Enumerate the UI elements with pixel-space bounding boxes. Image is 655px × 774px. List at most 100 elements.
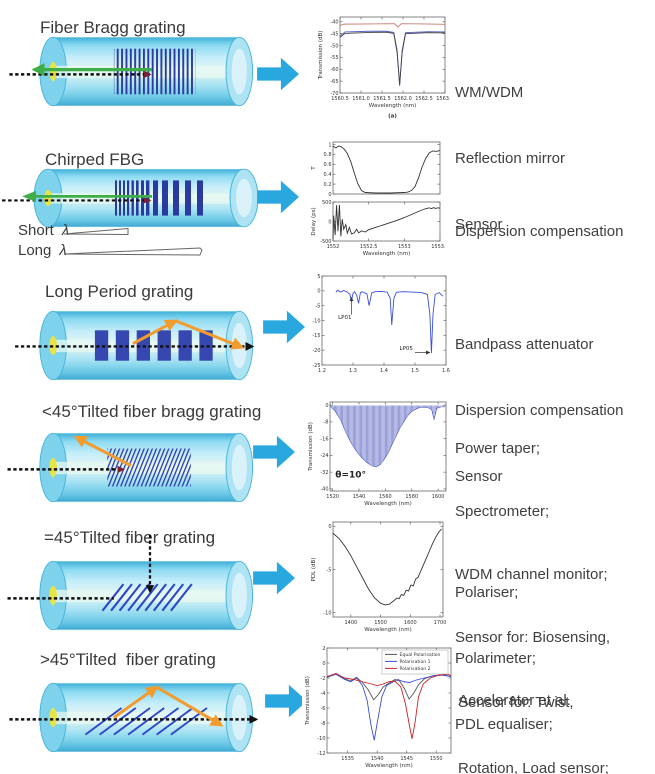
use-line: Reflection mirror bbox=[455, 150, 566, 167]
svg-text:1552: 1552 bbox=[327, 244, 340, 250]
svg-text:Wavelength (nm): Wavelength (nm) bbox=[365, 763, 413, 769]
svg-text:1: 1 bbox=[328, 142, 331, 148]
svg-text:-5: -5 bbox=[316, 303, 321, 309]
svg-text:LP01: LP01 bbox=[338, 315, 351, 321]
svg-text:-16: -16 bbox=[320, 436, 328, 442]
row-tfg-45: =45°Tilted fiber grating 1400 1500 1600 170… bbox=[0, 512, 655, 733]
svg-text:0: 0 bbox=[317, 289, 320, 295]
cladding-mode-arrow-icon bbox=[175, 319, 245, 350]
svg-text:-10: -10 bbox=[317, 736, 325, 742]
row-title-fbg: Fiber Bragg grating bbox=[40, 18, 186, 37]
svg-text:1552.5: 1552.5 bbox=[360, 244, 378, 250]
svg-text:-55: -55 bbox=[330, 55, 338, 61]
svg-text:-5: -5 bbox=[327, 567, 332, 573]
svg-text:LP05: LP05 bbox=[400, 346, 414, 352]
use-line: Polarimeter; bbox=[455, 650, 536, 667]
svg-text:500: 500 bbox=[322, 200, 332, 206]
svg-text:-10: -10 bbox=[312, 318, 320, 324]
fbg-applications: WM/WDM Reflection mirror Sensor bbox=[455, 38, 565, 280]
svg-text:0: 0 bbox=[322, 661, 325, 667]
svg-text:-8: -8 bbox=[321, 721, 326, 727]
flow-arrow-icon bbox=[257, 57, 299, 91]
tfg-45-diagram bbox=[7, 534, 254, 631]
svg-text:-65: -65 bbox=[330, 79, 338, 85]
flow-arrow-icon bbox=[257, 180, 299, 214]
row-lpg: Long Period grating 1.2 1.3 1.4 1.5 1.6 5 0 -5 -… bbox=[0, 258, 655, 485]
bragg-grating-pattern bbox=[113, 48, 196, 95]
svg-text:-4: -4 bbox=[321, 691, 326, 697]
flow-arrow-icon bbox=[253, 561, 295, 595]
svg-text:1400: 1400 bbox=[344, 620, 357, 626]
svg-text:0: 0 bbox=[328, 192, 331, 198]
svg-text:1.5: 1.5 bbox=[411, 368, 419, 374]
row-title-tfg-45: =45°Tilted fiber grating bbox=[44, 528, 216, 547]
row-chirped-fbg: Chirped FBG Short λ Long λ 0 0.2 0.4 0.6 0.8 1 T bbox=[0, 130, 655, 259]
svg-text:1561.0: 1561.0 bbox=[352, 96, 370, 102]
svg-text:1.3: 1.3 bbox=[349, 368, 357, 374]
svg-text:1580: 1580 bbox=[405, 494, 418, 500]
chirped-delay-plot: 1552 1552.5 1553 1553.5 500 0 -500 Wavelength (… bbox=[308, 198, 449, 258]
svg-text:0: 0 bbox=[325, 403, 328, 409]
use-line: Sensor bbox=[455, 216, 503, 233]
tfg-gt45-applications: Sensor for: Twist, Rotation, Load sensor… bbox=[458, 648, 609, 774]
svg-text:0.2: 0.2 bbox=[324, 182, 332, 188]
svg-text:1553.5: 1553.5 bbox=[431, 244, 445, 250]
svg-text:-2: -2 bbox=[321, 676, 326, 682]
use-line: Dispersion compensation bbox=[455, 402, 624, 419]
row-tfg-gt45: >45°Tilted fiber grating 1535 1540 1545 155… bbox=[0, 642, 655, 774]
tfbg-lt45-diagram bbox=[7, 432, 254, 503]
svg-text:Wavelength (nm): Wavelength (nm) bbox=[364, 501, 412, 507]
svg-text:θ=10°: θ=10° bbox=[335, 470, 366, 480]
tfg-gt45-diagram bbox=[9, 682, 259, 753]
use-line: Sensor for: Biosensing, bbox=[455, 629, 611, 646]
svg-text:Wavelength (nm): Wavelength (nm) bbox=[364, 627, 412, 633]
tilted-gt45-grating-lines bbox=[84, 707, 208, 736]
svg-text:-6: -6 bbox=[321, 706, 326, 712]
svg-text:-500: -500 bbox=[320, 239, 331, 245]
svg-text:1540: 1540 bbox=[371, 756, 384, 762]
svg-text:1561.5: 1561.5 bbox=[373, 96, 391, 102]
svg-text:1700: 1700 bbox=[434, 620, 447, 626]
tfg-45-applications: Polariser; Polarimeter; PDL equaliser; S… bbox=[455, 538, 553, 774]
svg-text:1.6: 1.6 bbox=[442, 368, 450, 374]
cladding-mode-arrow-icon bbox=[132, 319, 178, 345]
svg-text:1562.0: 1562.0 bbox=[394, 96, 412, 102]
svg-text:1500: 1500 bbox=[374, 620, 387, 626]
use-line: Dispersion compensation bbox=[455, 223, 624, 240]
row-fbg: Fiber Bragg grating 1560.5 1561.0 1561.5 15… bbox=[0, 6, 655, 233]
use-line: WDM channel monitor; bbox=[455, 566, 608, 583]
chirped-T-plot: 0 0.2 0.4 0.6 0.8 1 T bbox=[308, 138, 445, 198]
svg-text:-70: -70 bbox=[330, 91, 338, 97]
use-line: Spectrometer; bbox=[455, 503, 550, 520]
radiated-light-arrow-icon bbox=[155, 685, 224, 727]
svg-text:1.2: 1.2 bbox=[318, 368, 326, 374]
svg-text:-8: -8 bbox=[324, 420, 329, 426]
svg-text:0: 0 bbox=[328, 219, 331, 225]
svg-text:Transmission (dB): Transmission (dB) bbox=[308, 422, 314, 472]
use-line: Bandpass attenuator bbox=[455, 336, 594, 353]
svg-text:-45: -45 bbox=[330, 31, 338, 37]
svg-text:-10: -10 bbox=[323, 610, 331, 616]
row-title-lpg: Long Period grating bbox=[45, 282, 194, 301]
tfbg10-spectrum-plot: 1520 1540 1560 1580 1600 0 -8 -16 -24 -32 -40 θ=10°… bbox=[305, 398, 451, 508]
use-line: Rotation, Load sensor; bbox=[458, 760, 609, 774]
row-title-chirped: Chirped FBG bbox=[45, 150, 145, 169]
use-line: PDL equaliser; bbox=[455, 716, 553, 733]
svg-text:-40: -40 bbox=[330, 20, 338, 26]
use-line: Sensor bbox=[455, 468, 503, 485]
svg-text:0.6: 0.6 bbox=[324, 162, 332, 168]
row-title-tfg-gt45: >45°Tilted fiber grating bbox=[40, 650, 216, 669]
svg-text:Transmission (dB): Transmission (dB) bbox=[318, 31, 324, 81]
svg-text:-50: -50 bbox=[330, 43, 338, 49]
radiated-light-arrow-icon bbox=[113, 685, 159, 719]
flow-arrow-icon bbox=[263, 310, 305, 344]
flow-arrow-icon bbox=[253, 435, 295, 469]
svg-text:Wavelength (nm): Wavelength (nm) bbox=[363, 251, 411, 257]
row-tfbg-lt45: <45°Tilted fiber bragg grating 1520 1540 1… bbox=[0, 386, 655, 709]
svg-text:-32: -32 bbox=[320, 470, 328, 476]
tilted-grating-pattern bbox=[107, 448, 191, 487]
chirped-fbg-diagram bbox=[2, 168, 259, 228]
use-line: Power taper; bbox=[455, 440, 541, 457]
long-wavelength-label: Long λ bbox=[18, 242, 67, 259]
